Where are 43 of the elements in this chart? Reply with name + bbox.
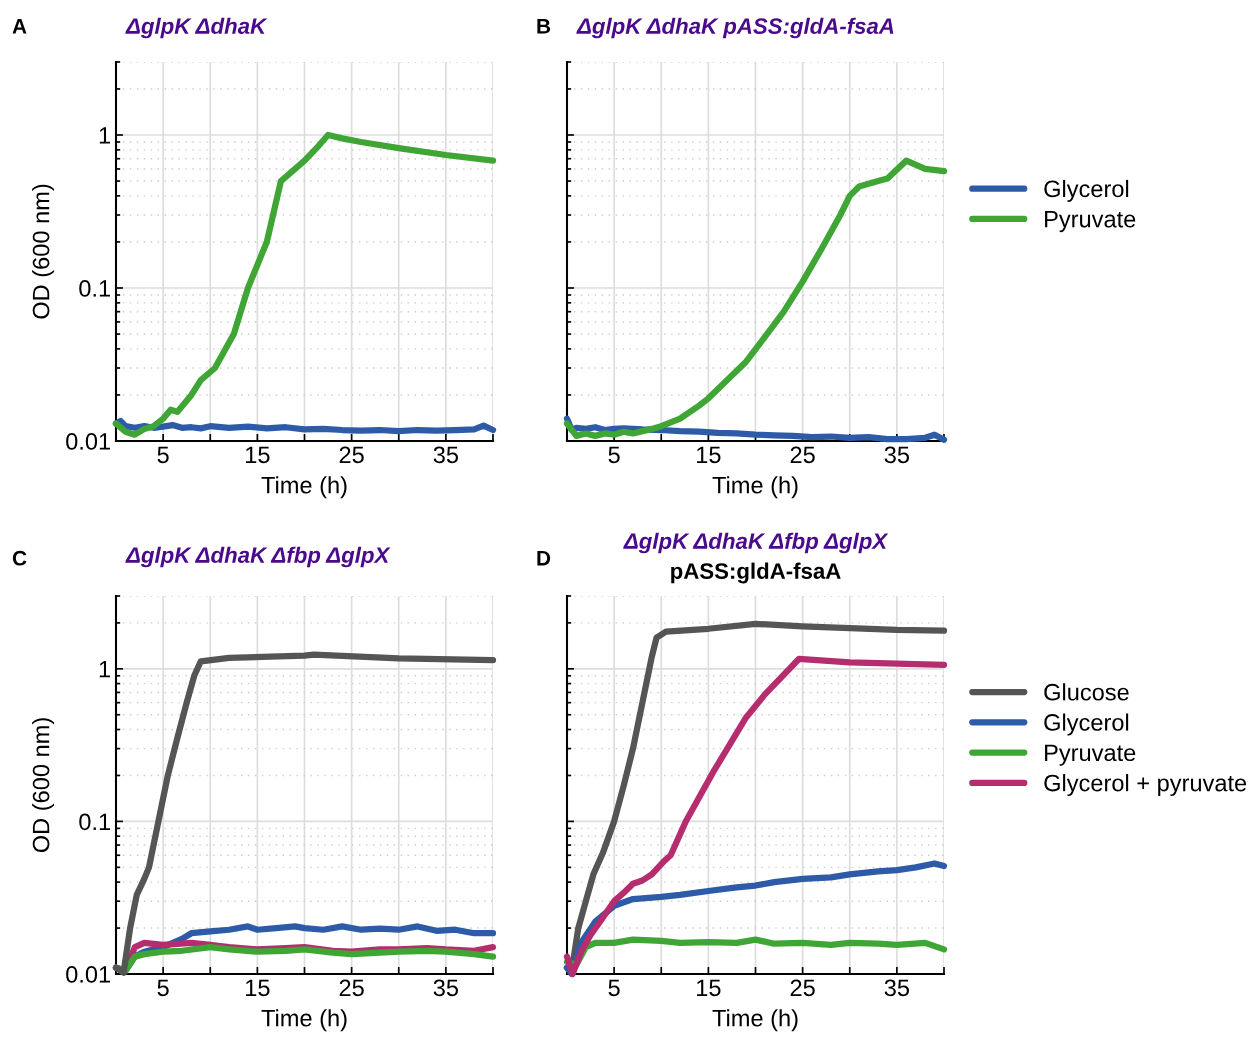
x-tick-label: 15 bbox=[246, 979, 270, 997]
chart-title: ΔglpK ΔdhaK bbox=[125, 17, 268, 39]
y-tick-label: 0.01 bbox=[66, 966, 110, 983]
x-tick-label: 25 bbox=[790, 446, 815, 464]
x-tick-label: 35 bbox=[884, 979, 910, 997]
y-axis-title: OD (600 nm) bbox=[32, 718, 55, 853]
y-tick-label: 0.01 bbox=[66, 433, 110, 450]
y-tick-label: 0.1 bbox=[79, 813, 110, 831]
y-axis-title: OD (600 nm) bbox=[32, 184, 55, 319]
legend-label: Glycerol bbox=[1044, 713, 1129, 736]
chart-title: ΔglpK ΔdhaK pASS:gldA-fsaA bbox=[576, 17, 894, 39]
x-tick-label: 5 bbox=[608, 979, 620, 997]
y-tick-label: 0.1 bbox=[79, 280, 110, 297]
x-axis-title: Time (h) bbox=[712, 1009, 798, 1032]
x-tick-label: 35 bbox=[884, 446, 910, 464]
x-tick-label: 35 bbox=[433, 979, 459, 997]
text: B bbox=[537, 19, 551, 34]
chart-title: ΔglpK ΔdhaK Δfbp ΔglpX bbox=[125, 546, 391, 568]
legend-label: Pyruvate bbox=[1045, 211, 1136, 233]
x-tick-label: 25 bbox=[790, 979, 815, 997]
legend-label: Pyruvate bbox=[1045, 744, 1136, 766]
x-tick-label: 25 bbox=[339, 446, 364, 464]
x-tick-label: 5 bbox=[608, 446, 620, 464]
y-tick-label: 1 bbox=[99, 127, 110, 144]
chart-title: ΔglpK ΔdhaK Δfbp ΔglpX bbox=[623, 532, 889, 554]
x-tick-label: 35 bbox=[433, 446, 459, 464]
x-tick-label: 5 bbox=[157, 979, 169, 997]
x-axis-title: Time (h) bbox=[712, 476, 798, 499]
text: D bbox=[537, 551, 551, 566]
x-tick-label: 5 bbox=[157, 446, 169, 464]
x-axis-title: Time (h) bbox=[261, 476, 347, 499]
y-tick-label: 1 bbox=[99, 661, 110, 678]
legend-label: Glycerol bbox=[1044, 179, 1129, 202]
text: C bbox=[12, 550, 27, 566]
x-tick-label: 15 bbox=[697, 979, 721, 997]
x-tick-label: 15 bbox=[697, 446, 721, 464]
legend-label: Glycerol + pyruvate bbox=[1044, 774, 1247, 797]
x-tick-label: 25 bbox=[339, 979, 364, 997]
x-tick-label: 15 bbox=[246, 446, 270, 464]
text: A bbox=[12, 19, 27, 34]
x-axis-title: Time (h) bbox=[261, 1009, 347, 1032]
legend-label: Glucose bbox=[1044, 683, 1129, 701]
chart-subtitle: pASS:gldA-fsaA bbox=[671, 562, 841, 584]
